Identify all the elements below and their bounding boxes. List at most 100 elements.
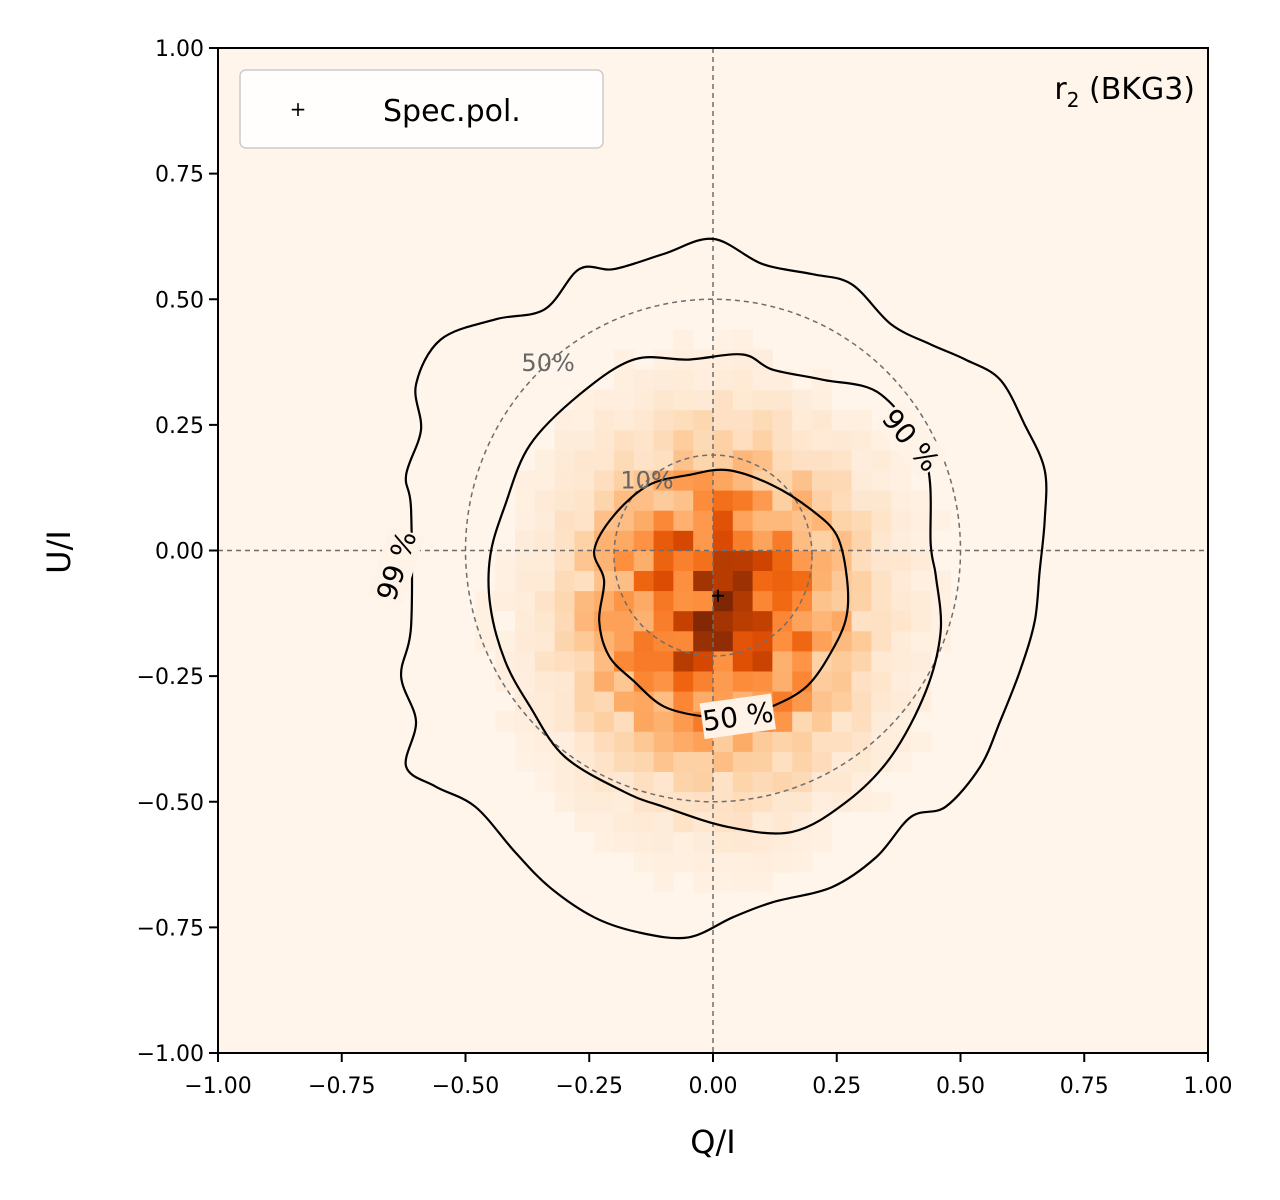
heatmap-cell xyxy=(693,872,714,893)
heatmap-cell xyxy=(792,590,813,612)
heatmap-cell xyxy=(831,550,852,571)
heatmap-cell xyxy=(495,671,516,692)
heatmap-cell xyxy=(653,711,674,732)
contour-label-bg xyxy=(874,400,948,480)
heatmap-cell xyxy=(831,409,852,431)
heatmap-cell xyxy=(812,751,833,772)
heatmap-cell xyxy=(812,831,833,853)
heatmap-cell xyxy=(792,831,813,853)
heatmap-cell xyxy=(713,852,734,873)
legend-marker: + xyxy=(290,97,307,121)
heatmap-cell xyxy=(673,831,694,853)
heatmap-cell xyxy=(673,751,694,772)
heatmap-cell xyxy=(653,610,674,632)
heatmap-cell xyxy=(554,550,575,571)
heatmap-cell xyxy=(693,852,714,873)
heatmap-cell xyxy=(851,630,872,652)
y-axis-label: U/I xyxy=(40,530,78,574)
heatmap-cell xyxy=(871,711,892,732)
heatmap-cell xyxy=(534,570,555,592)
heatmap-cell xyxy=(772,791,793,813)
heatmap-cell xyxy=(693,610,714,632)
heatmap-cell xyxy=(653,831,674,853)
heatmap-cell xyxy=(772,771,793,793)
heatmap-cell xyxy=(633,731,654,752)
heatmap-cell xyxy=(713,671,734,692)
heatmap-cell xyxy=(574,671,595,692)
heatmap-cell xyxy=(891,630,912,652)
heatmap-cell xyxy=(673,590,694,612)
heatmap-cell xyxy=(693,369,714,391)
heatmap-cell xyxy=(851,610,872,632)
heatmap-cell xyxy=(693,831,714,853)
heatmap-cell xyxy=(792,550,813,571)
heatmap-cell xyxy=(930,510,951,531)
heatmap-cell xyxy=(574,429,595,451)
heatmap-cell xyxy=(891,671,912,692)
heatmap-cell xyxy=(693,651,714,672)
heatmap-cell xyxy=(475,590,496,612)
heatmap-cell xyxy=(554,630,575,652)
heatmap-cell xyxy=(594,409,615,431)
legend-label: Spec.pol. xyxy=(383,94,521,129)
heatmap-cell xyxy=(752,751,773,772)
heatmap-cell xyxy=(772,530,793,551)
heatmap-cell xyxy=(495,570,516,592)
heatmap-cell xyxy=(831,671,852,692)
heatmap-cell xyxy=(831,510,852,531)
heatmap-cell xyxy=(792,751,813,772)
heatmap-cell xyxy=(792,731,813,752)
heatmap-cell xyxy=(891,490,912,511)
heatmap-cell xyxy=(831,711,852,732)
heatmap-cell xyxy=(792,429,813,451)
heatmap-cell xyxy=(851,550,872,571)
x-tick-label: −1.00 xyxy=(184,1074,251,1099)
heatmap-cell xyxy=(614,691,635,712)
heatmap-cell xyxy=(534,550,555,571)
heatmap-cell xyxy=(812,731,833,752)
heatmap-cell xyxy=(732,791,753,813)
heatmap-cell xyxy=(831,630,852,652)
heatmap-cell xyxy=(693,771,714,793)
heatmap-cell xyxy=(633,791,654,813)
heatmap-cell xyxy=(614,751,635,772)
heatmap-cell xyxy=(574,731,595,752)
contour-label-bg xyxy=(367,525,425,606)
heatmap-cell xyxy=(614,570,635,592)
heatmap-cell xyxy=(851,711,872,732)
heatmap-cell xyxy=(594,811,615,833)
heatmap-cell xyxy=(792,651,813,672)
heatmap-cell xyxy=(772,811,793,833)
reference-circle xyxy=(464,298,962,803)
heatmap-cell xyxy=(812,429,833,451)
heatmap-cell xyxy=(534,751,555,772)
heatmap-cell xyxy=(594,450,615,471)
heatmap-cell xyxy=(614,530,635,551)
heatmap-cell xyxy=(673,429,694,451)
y-tick-label: −0.25 xyxy=(137,665,204,690)
heatmap-cell xyxy=(851,450,872,471)
x-tick-label: −0.25 xyxy=(556,1074,623,1099)
heatmap-cell xyxy=(713,349,734,370)
heatmap-cell xyxy=(515,711,536,732)
heatmap-cell xyxy=(633,409,654,431)
heatmap-cell xyxy=(653,550,674,571)
heatmap-cell xyxy=(713,570,734,592)
heatmap-cell xyxy=(891,711,912,732)
heatmap-cell xyxy=(633,570,654,592)
heatmap-cell xyxy=(713,550,734,571)
heatmap-cell xyxy=(534,731,555,752)
heatmap-cell xyxy=(594,470,615,491)
data-points xyxy=(711,589,724,602)
heatmap-cell xyxy=(831,490,852,511)
heatmap-cell xyxy=(633,751,654,772)
heatmap-cell xyxy=(574,490,595,511)
heatmap-cell xyxy=(515,630,536,652)
heatmap-cell xyxy=(574,510,595,531)
heatmap-cell xyxy=(851,691,872,712)
heatmap-cell xyxy=(673,470,694,491)
heatmap-cell xyxy=(554,510,575,531)
heatmap-cell xyxy=(772,470,793,491)
heatmap-cell xyxy=(614,490,635,511)
contour-line xyxy=(487,353,943,835)
